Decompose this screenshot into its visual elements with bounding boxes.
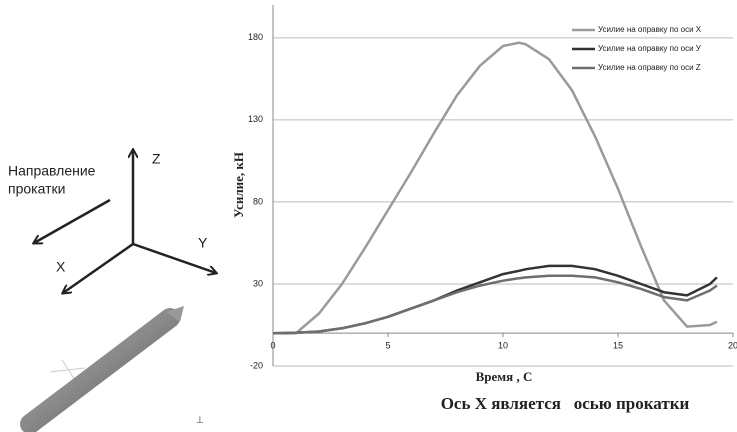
y-tick-label: 30 xyxy=(253,278,263,288)
x-tick-label: 5 xyxy=(385,341,390,351)
x-tick-label: 15 xyxy=(613,341,623,351)
y-tick-label: 80 xyxy=(253,196,263,206)
y-tick-label: 130 xyxy=(248,114,263,124)
y-axis-title: Усилие, кН xyxy=(231,152,246,218)
x-tick-label: 0 xyxy=(270,341,275,351)
x-arrow xyxy=(63,242,134,293)
axis-label: Z xyxy=(152,151,161,167)
guide-line xyxy=(49,367,86,373)
caption: Ось X является осью прокатки xyxy=(441,394,690,413)
axis-label: Y xyxy=(198,235,208,251)
legend-label: Усилие на оправку по оси Z xyxy=(598,63,701,72)
legend-label: Усилие на оправку по оси У xyxy=(598,44,702,53)
y-tick-label: -20 xyxy=(250,360,263,370)
mark: ⊥ xyxy=(196,414,204,424)
series-line xyxy=(273,41,718,335)
direction-arrow xyxy=(34,198,111,243)
cylinder-tip xyxy=(166,306,184,322)
direction-label: прокатки xyxy=(8,181,65,197)
direction-label: Направление xyxy=(8,163,96,179)
legend-label: Усилие на оправку по оси X xyxy=(598,25,702,34)
cylinder xyxy=(20,308,180,432)
axis-label: X xyxy=(56,259,66,275)
chart: -20 30 80 130 180 0 5 10 15 20 Усилие на оправку п… xyxy=(248,5,737,370)
series-line xyxy=(272,274,718,335)
axes-diagram xyxy=(34,150,216,293)
y-tick-label: 180 xyxy=(248,32,263,42)
x-tick-label: 20 xyxy=(728,341,737,351)
x-axis-title: Время , С xyxy=(476,369,533,384)
y-arrow xyxy=(132,242,216,273)
mandrel: ⊥ xyxy=(20,306,204,432)
x-tick-label: 10 xyxy=(498,341,508,351)
series-line xyxy=(272,264,718,335)
